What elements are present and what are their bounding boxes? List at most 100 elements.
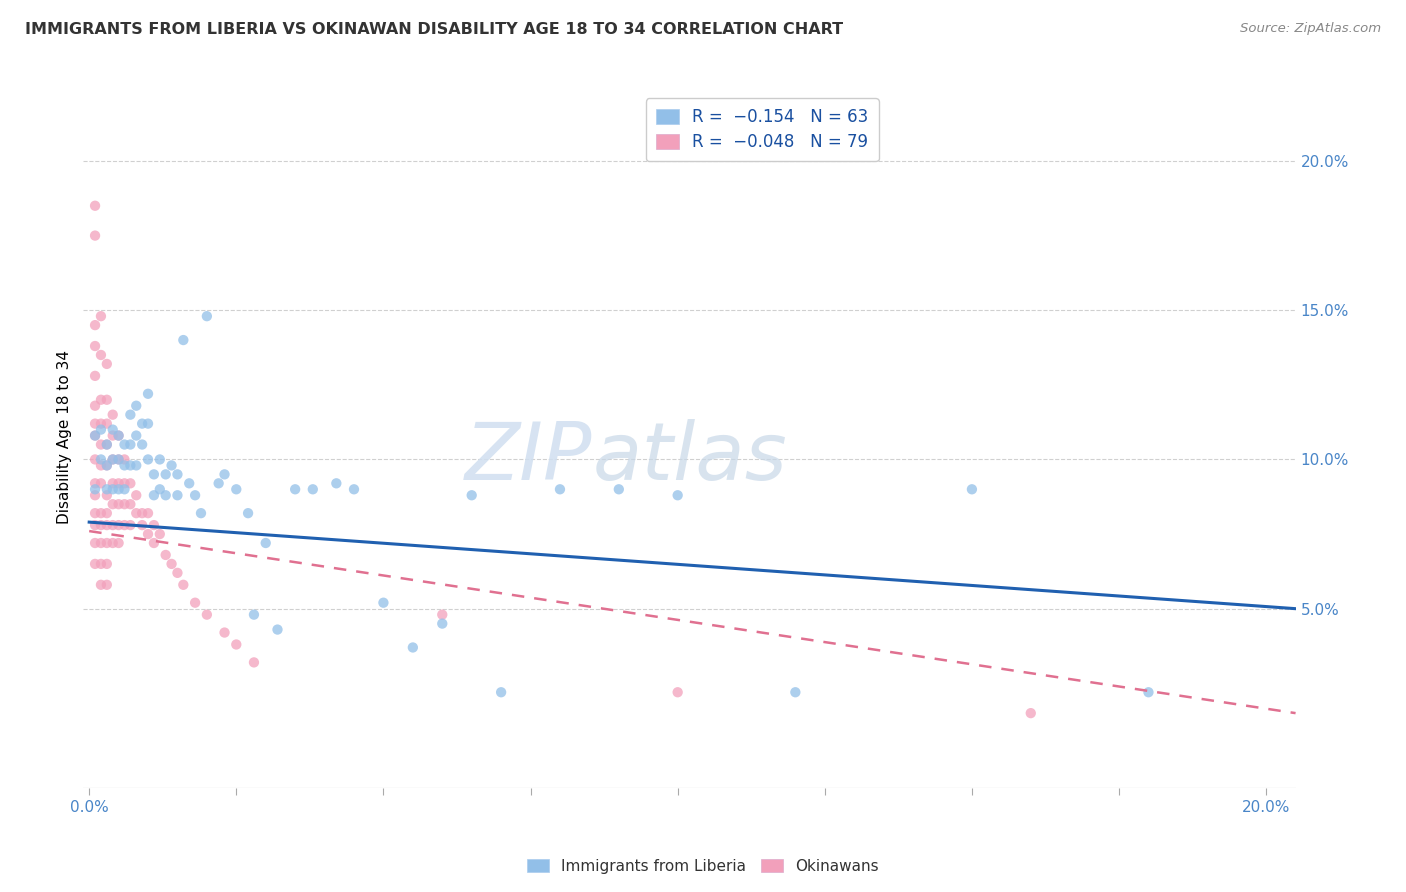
Point	[548, 483, 571, 497]
Point	[155, 548, 177, 562]
Point	[142, 467, 165, 482]
Point	[254, 536, 277, 550]
Point	[114, 437, 136, 451]
Point	[96, 578, 118, 592]
Point	[107, 476, 129, 491]
Point	[166, 566, 188, 580]
Point	[96, 357, 118, 371]
Point	[90, 348, 112, 362]
Point	[184, 488, 207, 502]
Point	[84, 228, 107, 243]
Point	[107, 483, 129, 497]
Point	[90, 392, 112, 407]
Point	[142, 536, 165, 550]
Point	[84, 428, 107, 442]
Point	[96, 518, 118, 533]
Point	[96, 417, 118, 431]
Point	[190, 506, 212, 520]
Point	[120, 458, 142, 473]
Point	[125, 428, 148, 442]
Point	[114, 518, 136, 533]
Point	[90, 458, 112, 473]
Point	[96, 437, 118, 451]
Point	[101, 497, 124, 511]
Point	[96, 437, 118, 451]
Point	[84, 318, 107, 332]
Point	[90, 309, 112, 323]
Point	[84, 417, 107, 431]
Point	[195, 607, 218, 622]
Point	[107, 497, 129, 511]
Point	[149, 483, 172, 497]
Text: IMMIGRANTS FROM LIBERIA VS OKINAWAN DISABILITY AGE 18 TO 34 CORRELATION CHART: IMMIGRANTS FROM LIBERIA VS OKINAWAN DISA…	[25, 22, 844, 37]
Point	[107, 518, 129, 533]
Point	[114, 497, 136, 511]
Point	[131, 437, 153, 451]
Point	[136, 527, 159, 541]
Point	[96, 483, 118, 497]
Point	[160, 458, 183, 473]
Point	[184, 596, 207, 610]
Point	[195, 309, 218, 323]
Point	[120, 518, 142, 533]
Point	[666, 488, 689, 502]
Point	[84, 506, 107, 520]
Point	[172, 333, 194, 347]
Point	[208, 476, 231, 491]
Point	[166, 488, 188, 502]
Point	[214, 625, 236, 640]
Point	[155, 488, 177, 502]
Point	[120, 497, 142, 511]
Point	[84, 476, 107, 491]
Point	[107, 452, 129, 467]
Point	[432, 607, 454, 622]
Point	[160, 557, 183, 571]
Point	[84, 428, 107, 442]
Point	[84, 452, 107, 467]
Point	[136, 452, 159, 467]
Point	[136, 506, 159, 520]
Point	[131, 506, 153, 520]
Point	[325, 476, 347, 491]
Point	[125, 488, 148, 502]
Point	[107, 536, 129, 550]
Point	[90, 452, 112, 467]
Point	[460, 488, 482, 502]
Point	[960, 483, 983, 497]
Point	[166, 467, 188, 482]
Point	[125, 458, 148, 473]
Point	[107, 452, 129, 467]
Point	[225, 638, 247, 652]
Point	[114, 476, 136, 491]
Point	[120, 437, 142, 451]
Point	[90, 437, 112, 451]
Point	[131, 518, 153, 533]
Point	[236, 506, 259, 520]
Point	[96, 557, 118, 571]
Point	[114, 483, 136, 497]
Point	[1019, 706, 1042, 720]
Point	[101, 452, 124, 467]
Point	[84, 399, 107, 413]
Point	[373, 596, 395, 610]
Point	[90, 417, 112, 431]
Point	[101, 423, 124, 437]
Legend: R =  −0.154   N = 63, R =  −0.048   N = 79: R = −0.154 N = 63, R = −0.048 N = 79	[645, 98, 879, 161]
Point	[84, 339, 107, 353]
Point	[90, 518, 112, 533]
Point	[90, 476, 112, 491]
Text: atlas: atlas	[592, 419, 787, 497]
Point	[120, 476, 142, 491]
Point	[96, 458, 118, 473]
Point	[101, 518, 124, 533]
Point	[120, 408, 142, 422]
Point	[142, 488, 165, 502]
Point	[101, 483, 124, 497]
Point	[101, 428, 124, 442]
Point	[149, 527, 172, 541]
Point	[90, 536, 112, 550]
Point	[225, 483, 247, 497]
Point	[131, 417, 153, 431]
Point	[785, 685, 807, 699]
Point	[96, 506, 118, 520]
